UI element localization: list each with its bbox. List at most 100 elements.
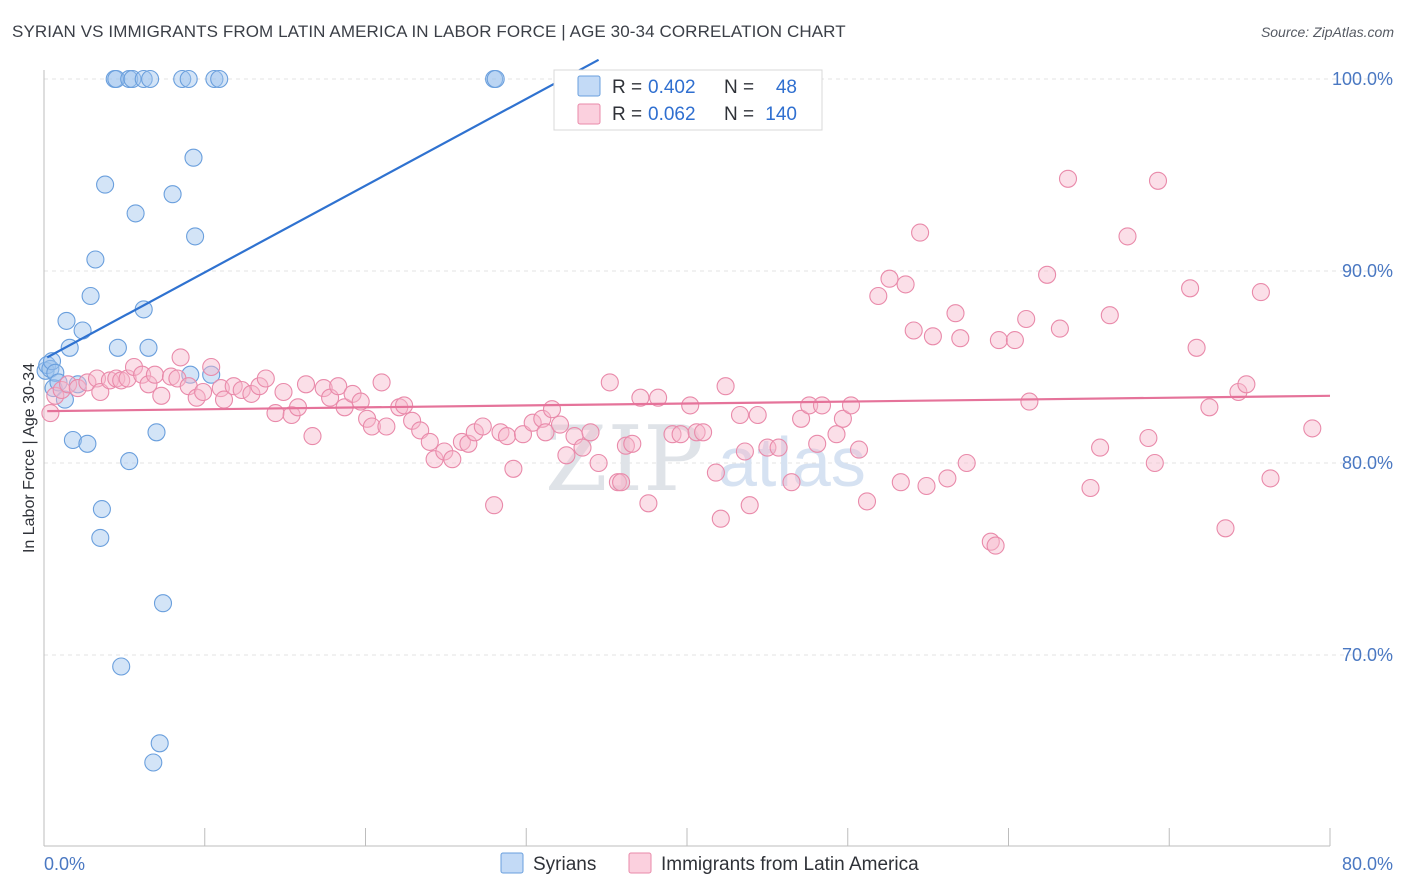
latin-america-point-72: [581, 423, 600, 442]
latin-america-point-127: [1081, 478, 1100, 498]
syrians-point-39: [184, 148, 203, 167]
latin-america-point-67: [542, 400, 562, 419]
syrians-point-10: [63, 430, 82, 450]
syrians-trend-line: [46, 58, 600, 359]
latin-america-point-42: [351, 392, 370, 411]
latin-america-point-37: [314, 379, 333, 398]
latin-america-point-4: [68, 379, 87, 398]
tick-labels: 70.0% 80.0% 90.0% 100.0% 0.0% 80.0%: [44, 69, 1393, 874]
syrians-point-42: [205, 69, 224, 89]
syrians-point-29: [139, 338, 158, 357]
y-tick-label-100: 100.0%: [1332, 69, 1393, 89]
latin-america-point-92: [740, 496, 759, 515]
latin-america-point-52: [425, 450, 444, 469]
correlation-legend: R = 0.402 N = 48 R = 0.062 N = 140: [553, 69, 823, 131]
syrians-point-21: [108, 338, 127, 357]
latin-america-point-58: [473, 417, 492, 436]
latin-america-point-112: [917, 476, 936, 496]
latin-america-point-22: [194, 382, 213, 402]
syrians-point-33: [150, 734, 169, 753]
latin-america-point-56: [459, 434, 478, 453]
legend-n-value-syrians: 48: [776, 77, 797, 98]
syrians-point-40: [186, 227, 205, 246]
latin-america-point-30: [256, 369, 275, 388]
series-syrians: [36, 69, 819, 772]
latin-america-point-91: [735, 442, 754, 461]
syrians-point-7: [55, 390, 74, 409]
syrians-point-14: [81, 286, 100, 306]
latin-america-point-108: [891, 473, 910, 492]
syrians-point-26: [126, 204, 145, 223]
latin-america-point-115: [946, 304, 965, 323]
latin-america-point-117: [957, 453, 976, 473]
latin-america-point-54: [443, 450, 462, 469]
syrians-point-16: [91, 528, 110, 547]
syrians-point-35: [163, 185, 182, 204]
syrians-point-8: [57, 311, 76, 330]
latin-america-point-86: [694, 423, 713, 442]
latin-america-point-36: [303, 427, 322, 446]
latin-america-point-17: [161, 367, 181, 386]
y-axis-label: In Labor Force | Age 30-34: [21, 363, 38, 553]
latin-america-point-23: [202, 357, 221, 377]
latin-america-point-89: [716, 377, 735, 396]
latin-america-point-16: [152, 386, 171, 405]
latin-america-point-124: [1038, 265, 1057, 284]
latin-america-point-119: [986, 536, 1005, 555]
syrians-point-27: [134, 69, 153, 89]
latin-america-point-13: [133, 365, 152, 384]
syrians-point-30: [141, 69, 160, 89]
latin-america-point-116: [951, 329, 970, 348]
latin-america-point-14: [139, 375, 158, 394]
syrians-point-32: [147, 423, 166, 442]
latin-america-point-103: [841, 396, 861, 415]
latin-america-point-35: [296, 375, 316, 394]
latin-america-point-102: [833, 409, 852, 428]
syrians-point-37: [179, 69, 198, 89]
legend-n-label: N =: [724, 77, 754, 98]
latin-america-point-46: [377, 417, 396, 436]
trend-lines: [46, 58, 1331, 413]
legend-n-value-latin-america: 140: [765, 104, 797, 125]
latin-america-point-126: [1058, 169, 1078, 188]
syrians-point-24: [120, 452, 139, 471]
latin-america-point-27: [232, 380, 251, 400]
latin-america-point-134: [1181, 279, 1200, 298]
bottom-legend-swatch-latin-america: [628, 852, 652, 874]
syrians-point-45: [486, 69, 505, 89]
latin-america-point-111: [911, 223, 930, 242]
syrians-point-13: [78, 434, 97, 453]
latin-america-point-11: [118, 369, 137, 388]
legend-swatch-latin-america: [577, 103, 601, 125]
axes: [43, 70, 1331, 847]
latin-america-point-140: [1251, 283, 1270, 302]
latin-america-point-129: [1100, 306, 1119, 325]
latin-america-point-113: [923, 327, 942, 346]
latin-america-point-74: [600, 373, 619, 392]
latin-america-point-95: [769, 438, 788, 457]
latin-america-point-19: [171, 348, 190, 367]
latin-america-point-69: [557, 446, 576, 465]
bottom-legend-latin-america: Immigrants from Latin America: [661, 854, 919, 875]
series-legend: Syrians Immigrants from Latin America: [500, 852, 919, 875]
latin-america-point-5: [78, 373, 97, 392]
latin-america-point-105: [857, 492, 877, 511]
latin-america-point-85: [687, 423, 706, 442]
latin-america-point-123: [1020, 392, 1039, 411]
latin-america-point-63: [513, 425, 533, 444]
latin-america-point-48: [395, 396, 414, 415]
latin-america-point-61: [497, 427, 517, 446]
latin-america-point-135: [1187, 338, 1206, 357]
latin-america-trend-line: [47, 394, 1331, 413]
latin-america-point-62: [504, 459, 523, 478]
latin-america-point-65: [533, 409, 552, 428]
latin-america-point-83: [671, 425, 690, 444]
chart-title: SYRIAN VS IMMIGRANTS FROM LATIN AMERICA …: [12, 22, 846, 41]
latin-america-point-139: [1237, 375, 1256, 394]
latin-america-point-68: [550, 415, 570, 434]
latin-america-point-99: [808, 434, 827, 453]
latin-america-point-0: [41, 404, 60, 423]
latin-america-point-97: [792, 409, 811, 428]
watermark: ZIP atlas: [545, 407, 866, 512]
